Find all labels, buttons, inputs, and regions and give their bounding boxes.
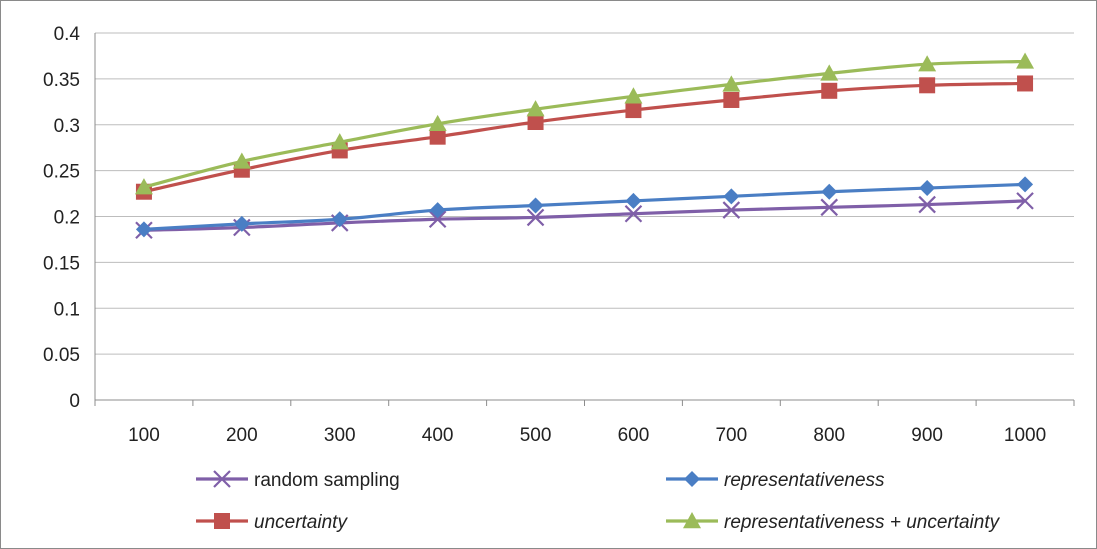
series-0: [135, 192, 1034, 240]
data-point: [820, 198, 839, 217]
data-point: [428, 114, 447, 132]
data-point: [821, 82, 838, 99]
series-2: [135, 75, 1034, 200]
data-point: [722, 75, 741, 92]
series-lines: [134, 52, 1035, 240]
data-point: [135, 221, 152, 238]
data-point: [723, 91, 740, 108]
legend-entry: representativeness: [666, 470, 885, 491]
legend-entry: uncertainty: [196, 512, 348, 533]
x-tick-label: 100: [128, 425, 160, 446]
data-point: [625, 192, 642, 209]
legend-label: uncertainty: [254, 512, 348, 533]
y-tick-label: 0.1: [54, 299, 80, 320]
x-tick-label: 800: [813, 425, 845, 446]
x-tick-label: 300: [324, 425, 356, 446]
data-point: [723, 188, 740, 205]
legend-marker: [213, 470, 231, 488]
data-point: [820, 64, 839, 81]
data-point: [624, 87, 643, 104]
y-tick-label: 0.25: [43, 162, 80, 183]
x-tick-label: 600: [618, 425, 650, 446]
y-tick-label: 0.05: [43, 345, 80, 366]
data-point: [722, 201, 741, 219]
y-tick-label: 0.4: [54, 24, 81, 45]
y-tick-label: 0.2: [54, 208, 80, 229]
data-point: [918, 55, 937, 72]
data-point: [918, 195, 936, 214]
series-line: [143, 199, 1026, 232]
data-point: [1017, 75, 1034, 92]
series-3: [134, 52, 1035, 195]
x-tick-label: 400: [422, 425, 454, 446]
data-point: [919, 77, 936, 94]
y-tick-label: 0.35: [43, 70, 80, 91]
legend-marker: [683, 512, 701, 529]
grid-lines: [95, 32, 1074, 355]
y-tick-label: 0.3: [54, 116, 80, 137]
legend-entry: random sampling: [196, 470, 400, 491]
x-tick-label: 900: [911, 425, 943, 446]
data-point: [624, 204, 643, 223]
data-point: [134, 178, 153, 195]
data-point: [527, 197, 544, 214]
x-axis-tick-labels: 100 200 300 400 500 600 700 800 900 1000: [128, 425, 1046, 446]
data-point: [919, 180, 936, 197]
series-1: [135, 176, 1034, 238]
data-point: [1016, 52, 1035, 69]
legend-label: representativeness + uncertainty: [724, 512, 1001, 533]
legend-entry: representativeness + uncertainty: [666, 512, 1001, 533]
x-tick-label: 500: [520, 425, 552, 446]
series-line: [143, 81, 1026, 194]
data-point: [526, 208, 545, 227]
y-tick-label: 0.15: [43, 253, 80, 274]
y-axis-tick-labels: 0 0.05 0.1 0.15 0.2 0.25 0.3 0.35 0.4: [43, 24, 80, 412]
y-tick-label: 0: [69, 391, 80, 412]
x-tick-label: 200: [226, 425, 258, 446]
data-point: [1016, 192, 1034, 210]
x-tick-label: 700: [715, 425, 747, 446]
series-line: [143, 59, 1026, 189]
data-point: [526, 100, 545, 117]
data-point: [428, 210, 447, 229]
data-point: [429, 128, 446, 145]
data-point: [625, 102, 642, 119]
data-point: [232, 152, 251, 169]
legend-marker: [684, 471, 700, 487]
data-point: [233, 215, 250, 232]
data-point: [429, 202, 446, 219]
data-point: [821, 183, 838, 200]
x-tick-label: 1000: [1004, 425, 1046, 446]
legend-label: representativeness: [724, 470, 885, 491]
series-line: [143, 182, 1026, 231]
data-point: [1017, 176, 1034, 193]
data-point: [330, 133, 349, 150]
legend-label: random sampling: [254, 470, 400, 491]
data-point: [527, 113, 544, 130]
data-point: [331, 211, 348, 228]
legend: random sampling representativeness uncerta…: [196, 470, 1001, 533]
legend-marker: [214, 513, 230, 529]
axes: [94, 33, 1075, 406]
